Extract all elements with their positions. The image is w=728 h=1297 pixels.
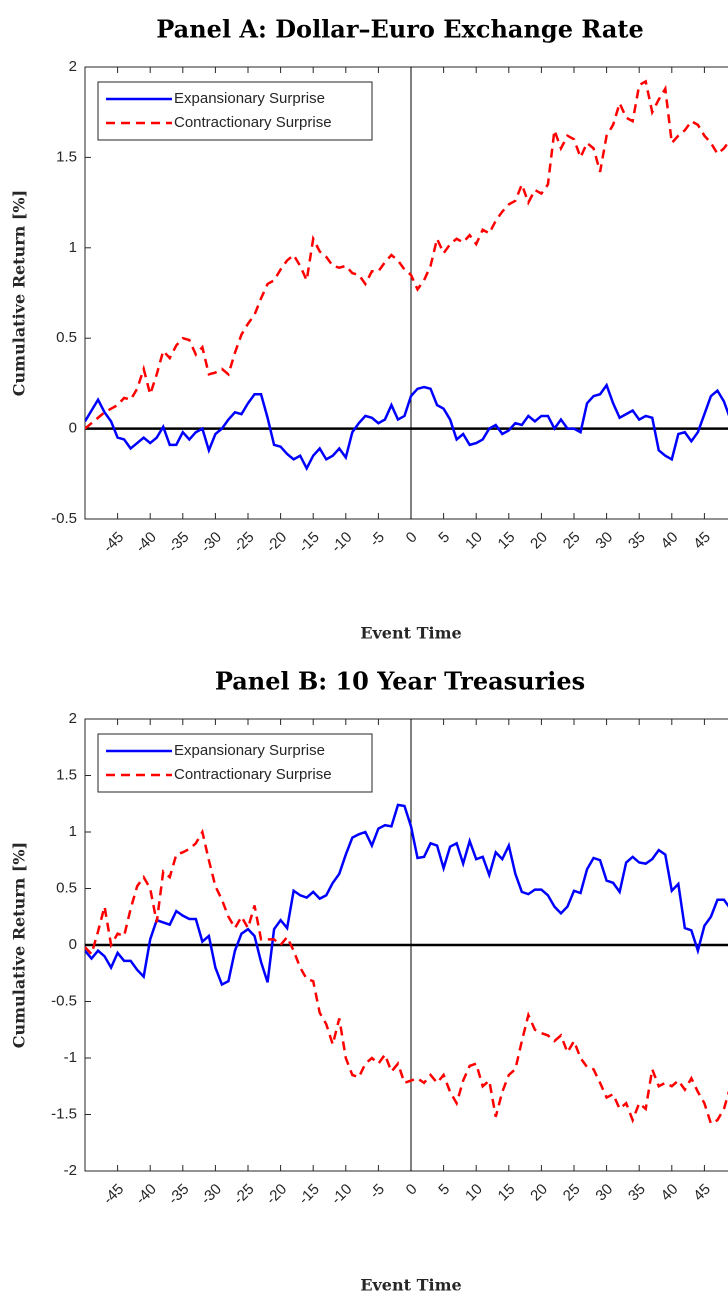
x-tick-label: -5	[367, 529, 388, 550]
x-tick-label: 40	[658, 1181, 682, 1205]
y-axis-label: Cumulative Return [%]	[10, 842, 29, 1048]
y-tick-label: -1.5	[51, 1105, 77, 1122]
series-line	[85, 382, 728, 472]
x-tick-label: 15	[495, 529, 519, 553]
x-tick-label: 25	[560, 1181, 584, 1205]
panel: Panel B: 10 Year Treasuries Event Time Cum…	[10, 667, 728, 1295]
x-tick-label: 5	[435, 529, 453, 547]
x-tick-label: -15	[295, 529, 322, 556]
legend-box	[97, 733, 373, 793]
x-tick-label: 45	[690, 529, 714, 553]
x-tick-label: -10	[328, 1181, 355, 1208]
y-tick-label: 0.5	[56, 329, 77, 346]
x-tick-label: -40	[132, 1181, 159, 1208]
x-tick-label: 10	[462, 1181, 486, 1205]
x-tick-label: 10	[462, 529, 486, 553]
x-tick-label: 30	[592, 529, 616, 553]
x-tick-label: 40	[658, 529, 682, 553]
y-tick-label: 0	[69, 936, 77, 953]
x-tick-label: 35	[625, 529, 649, 553]
x-tick-label: -15	[295, 1181, 322, 1208]
y-tick-label: -1	[64, 1049, 77, 1066]
series-line	[85, 828, 728, 1126]
legend-label: Contractionary Surprise	[174, 114, 332, 131]
panel-title: Panel B: 10 Year Treasuries	[215, 667, 585, 696]
x-tick-label: 15	[495, 1181, 519, 1205]
x-axis-label: Event Time	[360, 624, 461, 643]
x-tick-label: -40	[132, 529, 159, 556]
y-tick-label: -0.5	[51, 992, 77, 1009]
plot-content	[85, 719, 728, 1171]
panel: Panel A: Dollar–Euro Exchange Rate Event …	[10, 15, 728, 643]
y-tick-label: 1.5	[56, 148, 77, 165]
x-tick-label: -45	[100, 529, 127, 556]
x-tick-label: 20	[527, 529, 551, 553]
x-tick-label: -35	[165, 529, 192, 556]
x-tick-label: -25	[230, 1181, 257, 1208]
x-tick-label: -5	[367, 1181, 388, 1202]
x-tick-label: 5	[435, 1181, 453, 1199]
y-tick-label: 2	[69, 58, 77, 75]
x-tick-label: -35	[165, 1181, 192, 1208]
y-tick-label: 1	[69, 823, 77, 840]
legend-box	[97, 81, 373, 141]
y-axis-label: Cumulative Return [%]	[10, 190, 29, 396]
x-tick-label: 35	[625, 1181, 649, 1205]
x-tick-label: -20	[263, 1181, 290, 1208]
y-tick-label: -0.5	[51, 510, 77, 527]
x-axis-label: Event Time	[360, 1276, 461, 1295]
x-tick-label: 0	[403, 1181, 421, 1199]
series-line	[85, 803, 728, 987]
x-tick-label: -20	[263, 529, 290, 556]
x-tick-label: 0	[403, 529, 421, 547]
y-tick-label: 0	[69, 420, 77, 437]
x-tick-label: -25	[230, 529, 257, 556]
series-line	[85, 79, 728, 430]
y-tick-label: 1	[69, 239, 77, 256]
plot-area	[84, 66, 728, 520]
legend-label: Expansionary Surprise	[174, 90, 325, 107]
x-tick-label: -30	[198, 1181, 225, 1208]
x-tick-label: 30	[592, 1181, 616, 1205]
x-tick-label: -10	[328, 529, 355, 556]
x-tick-label: 45	[690, 1181, 714, 1205]
plot-content	[85, 67, 728, 519]
panel-title: Panel A: Dollar–Euro Exchange Rate	[156, 15, 643, 44]
y-tick-label: -2	[64, 1162, 77, 1179]
x-tick-label: -45	[100, 1181, 127, 1208]
y-tick-label: 0.5	[56, 879, 77, 896]
x-tick-label: -30	[198, 529, 225, 556]
legend-label: Contractionary Surprise	[174, 766, 332, 783]
legend-label: Expansionary Surprise	[174, 742, 325, 759]
y-tick-label: 1.5	[56, 766, 77, 783]
x-tick-label: 20	[527, 1181, 551, 1205]
x-tick-label: 25	[560, 529, 584, 553]
y-tick-label: 2	[69, 710, 77, 727]
